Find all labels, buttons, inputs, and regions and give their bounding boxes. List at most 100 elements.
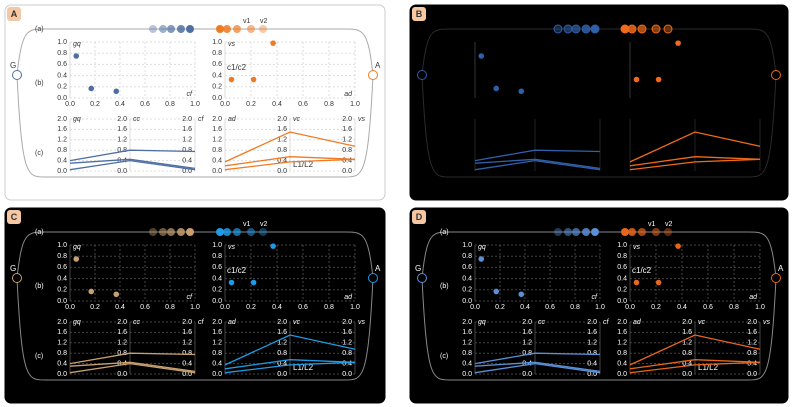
panel-letter: D <box>416 212 423 222</box>
item-dot <box>186 25 194 33</box>
y-tick-label: 2.0 <box>747 319 757 326</box>
y-tick-label: 0.0 <box>212 95 222 102</box>
y-tick-label: 1.2 <box>342 137 352 144</box>
y-tick-label: 0.0 <box>462 298 472 305</box>
y-tick-label: 1.2 <box>277 137 287 144</box>
axis-label: ad <box>228 319 237 326</box>
y-tick-label: 0.8 <box>617 253 627 260</box>
node-label: A <box>375 61 381 70</box>
axis-label: cf <box>603 319 610 326</box>
parallel-line <box>629 334 761 366</box>
x-tick-label: 0.2 <box>651 304 661 311</box>
item-dot <box>663 24 673 34</box>
x-tick-label: 0.8 <box>570 304 580 311</box>
parallel-line <box>69 158 196 170</box>
axis-label: gq <box>478 319 486 326</box>
node <box>771 273 781 283</box>
y-tick-label: 0.8 <box>342 350 352 357</box>
parallel-line <box>474 362 601 374</box>
line-label: L1/L2 <box>293 160 314 169</box>
y-tick-label: 0.4 <box>57 157 67 164</box>
parallel-line <box>629 158 761 171</box>
scatter-point <box>73 53 80 59</box>
x-axis-label: ad <box>344 294 353 301</box>
axis-label: vc <box>293 319 301 326</box>
x-tick-label: 0.6 <box>298 101 308 108</box>
y-tick-label: 1.2 <box>57 137 67 144</box>
y-tick-label: 1.6 <box>212 126 222 133</box>
y-tick-label: 2.0 <box>342 116 352 123</box>
parallel-line <box>69 361 196 373</box>
row-label: (a) <box>35 229 44 236</box>
top-label: v2 <box>260 221 268 228</box>
item-dot <box>247 228 255 236</box>
y-tick-label: 1.2 <box>342 340 352 347</box>
item-dot <box>582 228 590 236</box>
y-tick-label: 0.4 <box>587 360 597 367</box>
scatter-point <box>73 256 80 262</box>
top-label: v2 <box>260 18 268 25</box>
y-axis-label: vs <box>228 244 236 251</box>
panel: C G A (a) (b) (c) v1 v2 0.0 0.2 0.4 0.6 0.8 1.0 0.0 0.2… <box>4 207 386 404</box>
y-tick-label: 0.8 <box>212 50 222 57</box>
item-dot <box>553 24 563 34</box>
y-tick-label: 0.0 <box>682 371 692 378</box>
y-tick-label: 0.4 <box>277 157 287 164</box>
y-tick-label: 0.8 <box>212 350 222 357</box>
parallel-line <box>629 359 761 370</box>
x-tick-label: 0.8 <box>165 101 175 108</box>
item-dot <box>167 25 175 33</box>
y-tick-label: 0.4 <box>212 157 222 164</box>
y-tick-label: 1.2 <box>182 137 192 144</box>
y-tick-label: 0.6 <box>212 61 222 68</box>
x-tick-label: 0.6 <box>703 304 713 311</box>
y-tick-label: 1.6 <box>57 126 67 133</box>
item-dot <box>177 228 185 236</box>
y-tick-label: 0.0 <box>342 168 352 175</box>
y-tick-label: 1.6 <box>522 329 532 336</box>
y-tick-label: 2.0 <box>587 319 597 326</box>
y-tick-label: 1.2 <box>212 137 222 144</box>
node <box>12 273 22 283</box>
scatter-point <box>270 243 276 249</box>
parallel-line <box>474 149 601 162</box>
y-tick-label: 0.6 <box>462 264 472 271</box>
node <box>368 273 378 283</box>
y-tick-label: 0.0 <box>747 371 757 378</box>
y-tick-label: 1.6 <box>462 329 472 336</box>
x-tick-label: 0.8 <box>729 304 739 311</box>
y-tick-label: 0.0 <box>212 168 222 175</box>
axis-label: vs <box>358 116 366 123</box>
y-tick-label: 2.0 <box>117 116 127 123</box>
y-tick-label: 0.0 <box>212 371 222 378</box>
y-tick-label: 1.0 <box>57 39 67 46</box>
item-dot <box>590 24 600 34</box>
row-label: (c) <box>35 353 43 360</box>
scatter-point <box>250 76 257 83</box>
scatter-point <box>633 76 640 83</box>
top-label: v1 <box>243 221 251 228</box>
y-tick-label: 0.0 <box>587 371 597 378</box>
scatter-point <box>493 85 500 92</box>
row-label: (a) <box>35 26 44 33</box>
panel-letter: C <box>11 212 18 222</box>
y-axis-label: gq <box>478 244 486 251</box>
item-dot <box>628 228 636 236</box>
y-tick-label: 0.4 <box>462 360 472 367</box>
row-label: (c) <box>440 353 448 360</box>
parallel-line <box>629 156 761 167</box>
panel: D G A (a) (b) (c) v1 v2 0.0 0.2 0.4 0.6 0.8 1.0 0.0 0.2… <box>409 207 789 404</box>
node-label: G <box>10 61 16 70</box>
y-tick-label: 0.2 <box>462 287 472 294</box>
y-tick-label: 0.8 <box>617 350 627 357</box>
y-tick-label: 1.2 <box>182 340 192 347</box>
scatter-point <box>655 279 662 286</box>
y-tick-label: 0.4 <box>182 157 192 164</box>
axis-label: cc <box>538 319 546 326</box>
y-axis-label: vs <box>633 244 641 251</box>
panel-letter: A <box>11 9 18 19</box>
panel-badge <box>412 210 426 224</box>
parallel-line <box>474 159 601 171</box>
scatter-point <box>88 288 95 295</box>
y-tick-label: 1.2 <box>117 340 127 347</box>
